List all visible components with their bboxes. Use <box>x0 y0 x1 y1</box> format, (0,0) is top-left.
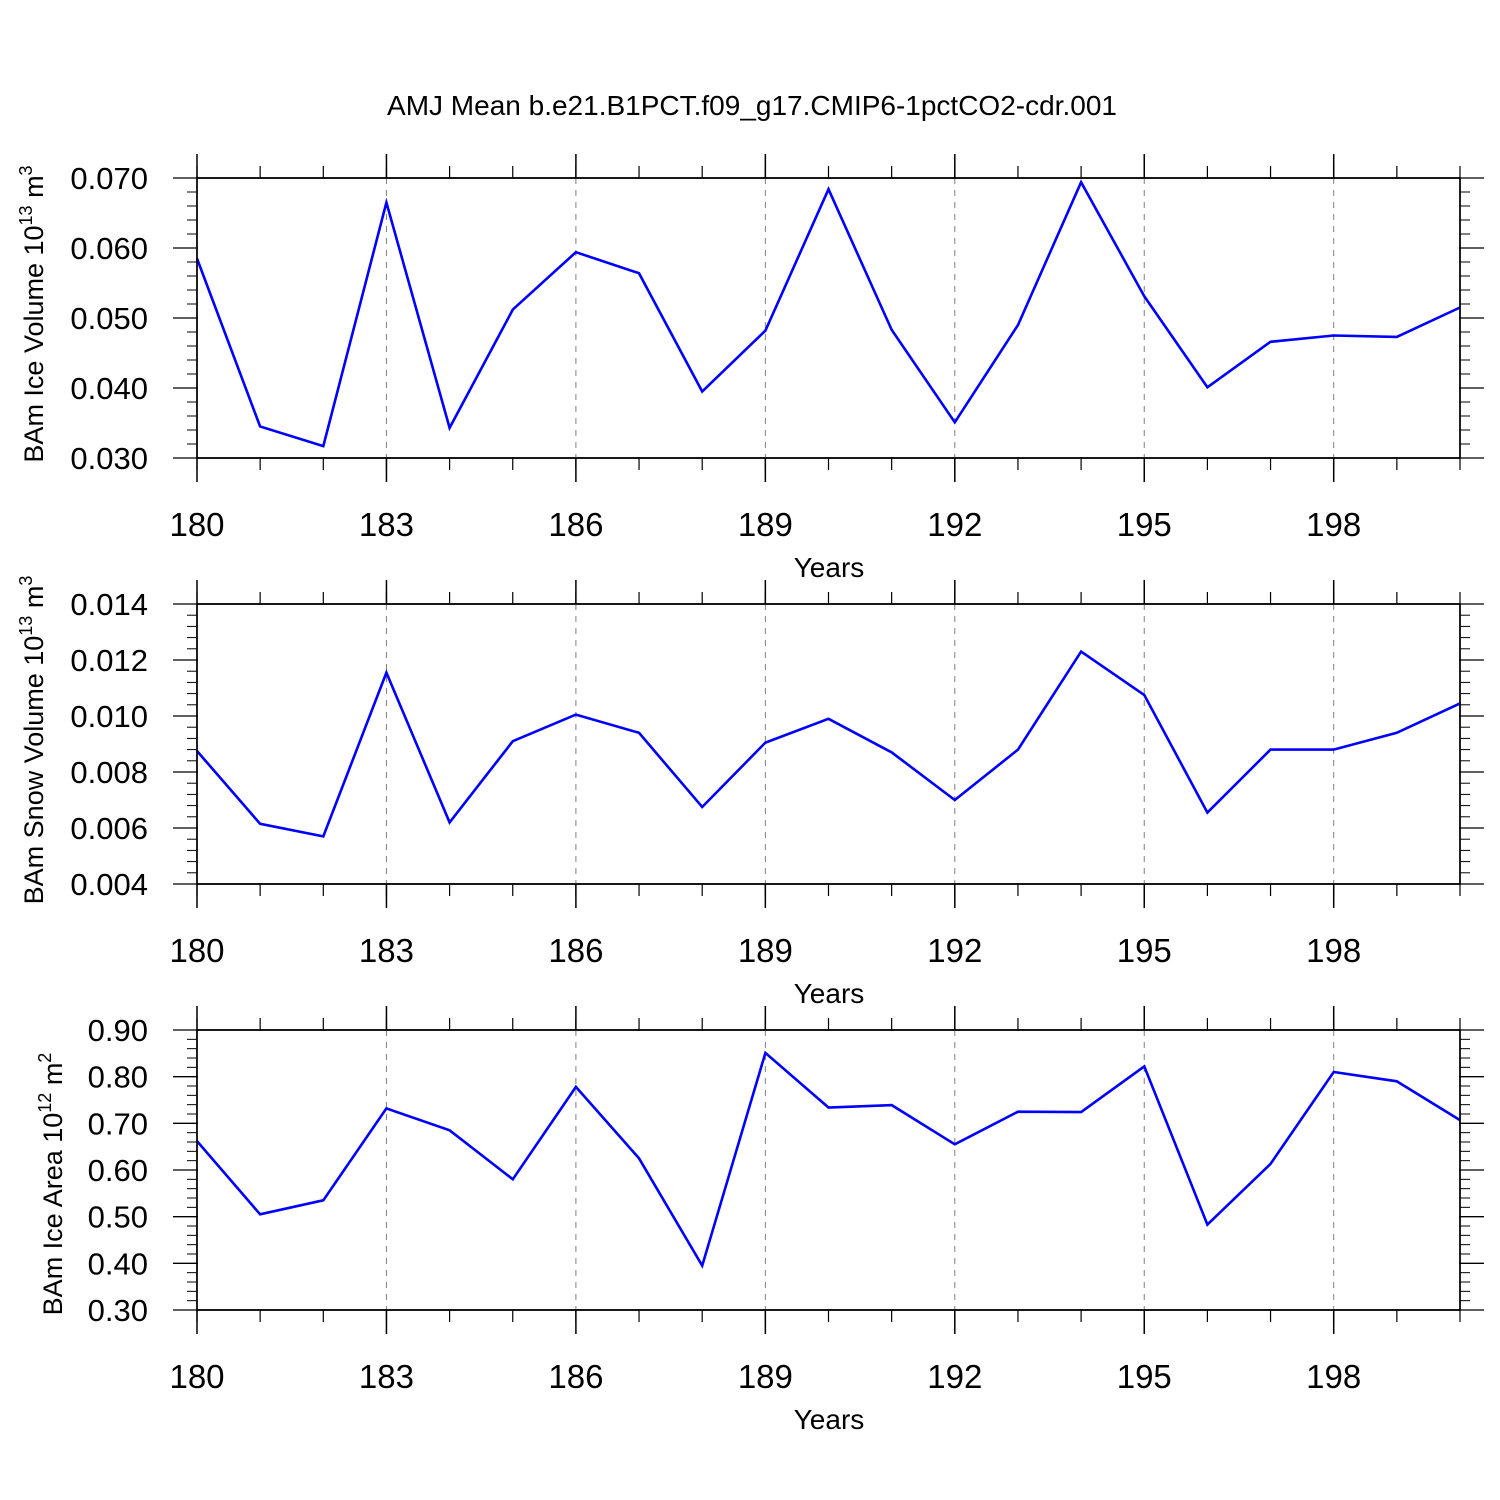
y-tick-label: 0.030 <box>70 441 148 476</box>
x-tick-label: 195 <box>1117 1358 1172 1395</box>
y-tick-label: 0.014 <box>70 587 148 622</box>
x-tick-label: 186 <box>548 1358 603 1395</box>
y-tick-label: 0.90 <box>88 1013 148 1048</box>
plot-area <box>198 179 1459 457</box>
y-tick-label: 0.050 <box>70 301 148 336</box>
x-tick-label: 180 <box>169 1358 224 1395</box>
x-tick-label: 189 <box>738 506 793 543</box>
y-axis-label: BAm Ice Area 1012 m2 <box>35 1053 68 1316</box>
y-tick-label: 0.004 <box>70 867 148 902</box>
y-axis-label-superscript: 12 <box>35 1093 55 1113</box>
panel-1: 180 183 186 189 192 195 198 0.030 0.040 0.050 0.06… <box>16 154 1484 583</box>
y-axis-label-superscript: 13 <box>16 205 36 225</box>
chart-panels: 180 183 186 189 192 195 198 0.030 0.040 0.050 0.06… <box>16 154 1484 1435</box>
y-axis-label-superscript: 13 <box>16 616 36 636</box>
y-axis-label-superscript: 3 <box>16 165 36 175</box>
series-line <box>196 1050 1461 1269</box>
x-tick-label: 195 <box>1117 506 1172 543</box>
y-axis-label-part: BAm Ice Volume 10 <box>19 225 49 462</box>
x-tick-label: 198 <box>1306 932 1361 969</box>
plot-frame-border <box>196 177 1461 459</box>
x-tick-label: 183 <box>359 932 414 969</box>
plot-area <box>198 1031 1459 1309</box>
y-tick-label: 0.40 <box>88 1246 148 1281</box>
x-tick-label: 186 <box>548 932 603 969</box>
y-axis-label: BAm Snow Volume 1013 m3 <box>16 576 49 905</box>
x-tick-label: 180 <box>169 506 224 543</box>
y-tick-label: 0.060 <box>70 231 148 266</box>
panel-2: 180 183 186 189 192 195 198 0.004 0.006 0.008 0.01… <box>16 576 1484 1009</box>
x-tick-label: 195 <box>1117 932 1172 969</box>
y-axis-label-part: BAm Snow Volume 10 <box>19 636 49 905</box>
chart-title: AMJ Mean b.e21.B1PCT.f09_g17.CMIP6-1pctC… <box>387 90 1117 121</box>
x-axis-label: Years <box>794 552 865 583</box>
panel-3: 180 183 186 189 192 195 198 0.30 0.40 0.50 0.60 0.7… <box>35 1006 1484 1435</box>
y-tick-label: 0.010 <box>70 699 148 734</box>
y-axis-label-part: m <box>19 586 49 616</box>
x-tick-label: 189 <box>738 932 793 969</box>
x-tick-label: 183 <box>359 1358 414 1395</box>
x-tick-label: 198 <box>1306 506 1361 543</box>
x-tick-label: 189 <box>738 1358 793 1395</box>
y-tick-label: 0.008 <box>70 755 148 790</box>
x-tick-label: 192 <box>927 506 982 543</box>
plot-frame-border <box>196 603 1461 885</box>
x-tick-label: 186 <box>548 506 603 543</box>
y-tick-label: 0.070 <box>70 161 148 196</box>
plot-area <box>198 605 1459 883</box>
y-tick-label: 0.50 <box>88 1200 148 1235</box>
y-axis-label-superscript: 3 <box>16 576 36 586</box>
y-tick-label: 0.006 <box>70 811 148 846</box>
y-tick-label: 0.70 <box>88 1106 148 1141</box>
y-tick-label: 0.60 <box>88 1153 148 1188</box>
y-tick-label: 0.040 <box>70 371 148 406</box>
y-tick-label: 0.80 <box>88 1060 148 1095</box>
y-axis-label-superscript: 2 <box>35 1053 55 1063</box>
y-axis-label-part: m <box>38 1063 68 1093</box>
y-tick-label: 0.012 <box>70 643 148 678</box>
plot-frame-border <box>196 1029 1461 1311</box>
x-tick-label: 198 <box>1306 1358 1361 1395</box>
x-tick-label: 192 <box>927 932 982 969</box>
x-axis-label: Years <box>794 1404 865 1435</box>
x-tick-label: 183 <box>359 506 414 543</box>
y-axis-label: BAm Ice Volume 1013 m3 <box>16 165 49 462</box>
x-tick-label: 192 <box>927 1358 982 1395</box>
x-axis-label: Years <box>794 978 865 1009</box>
x-tick-label: 180 <box>169 932 224 969</box>
y-axis-label-part: m <box>19 175 49 205</box>
y-tick-label: 0.30 <box>88 1293 148 1328</box>
y-axis-label-part: BAm Ice Area 10 <box>38 1113 68 1316</box>
